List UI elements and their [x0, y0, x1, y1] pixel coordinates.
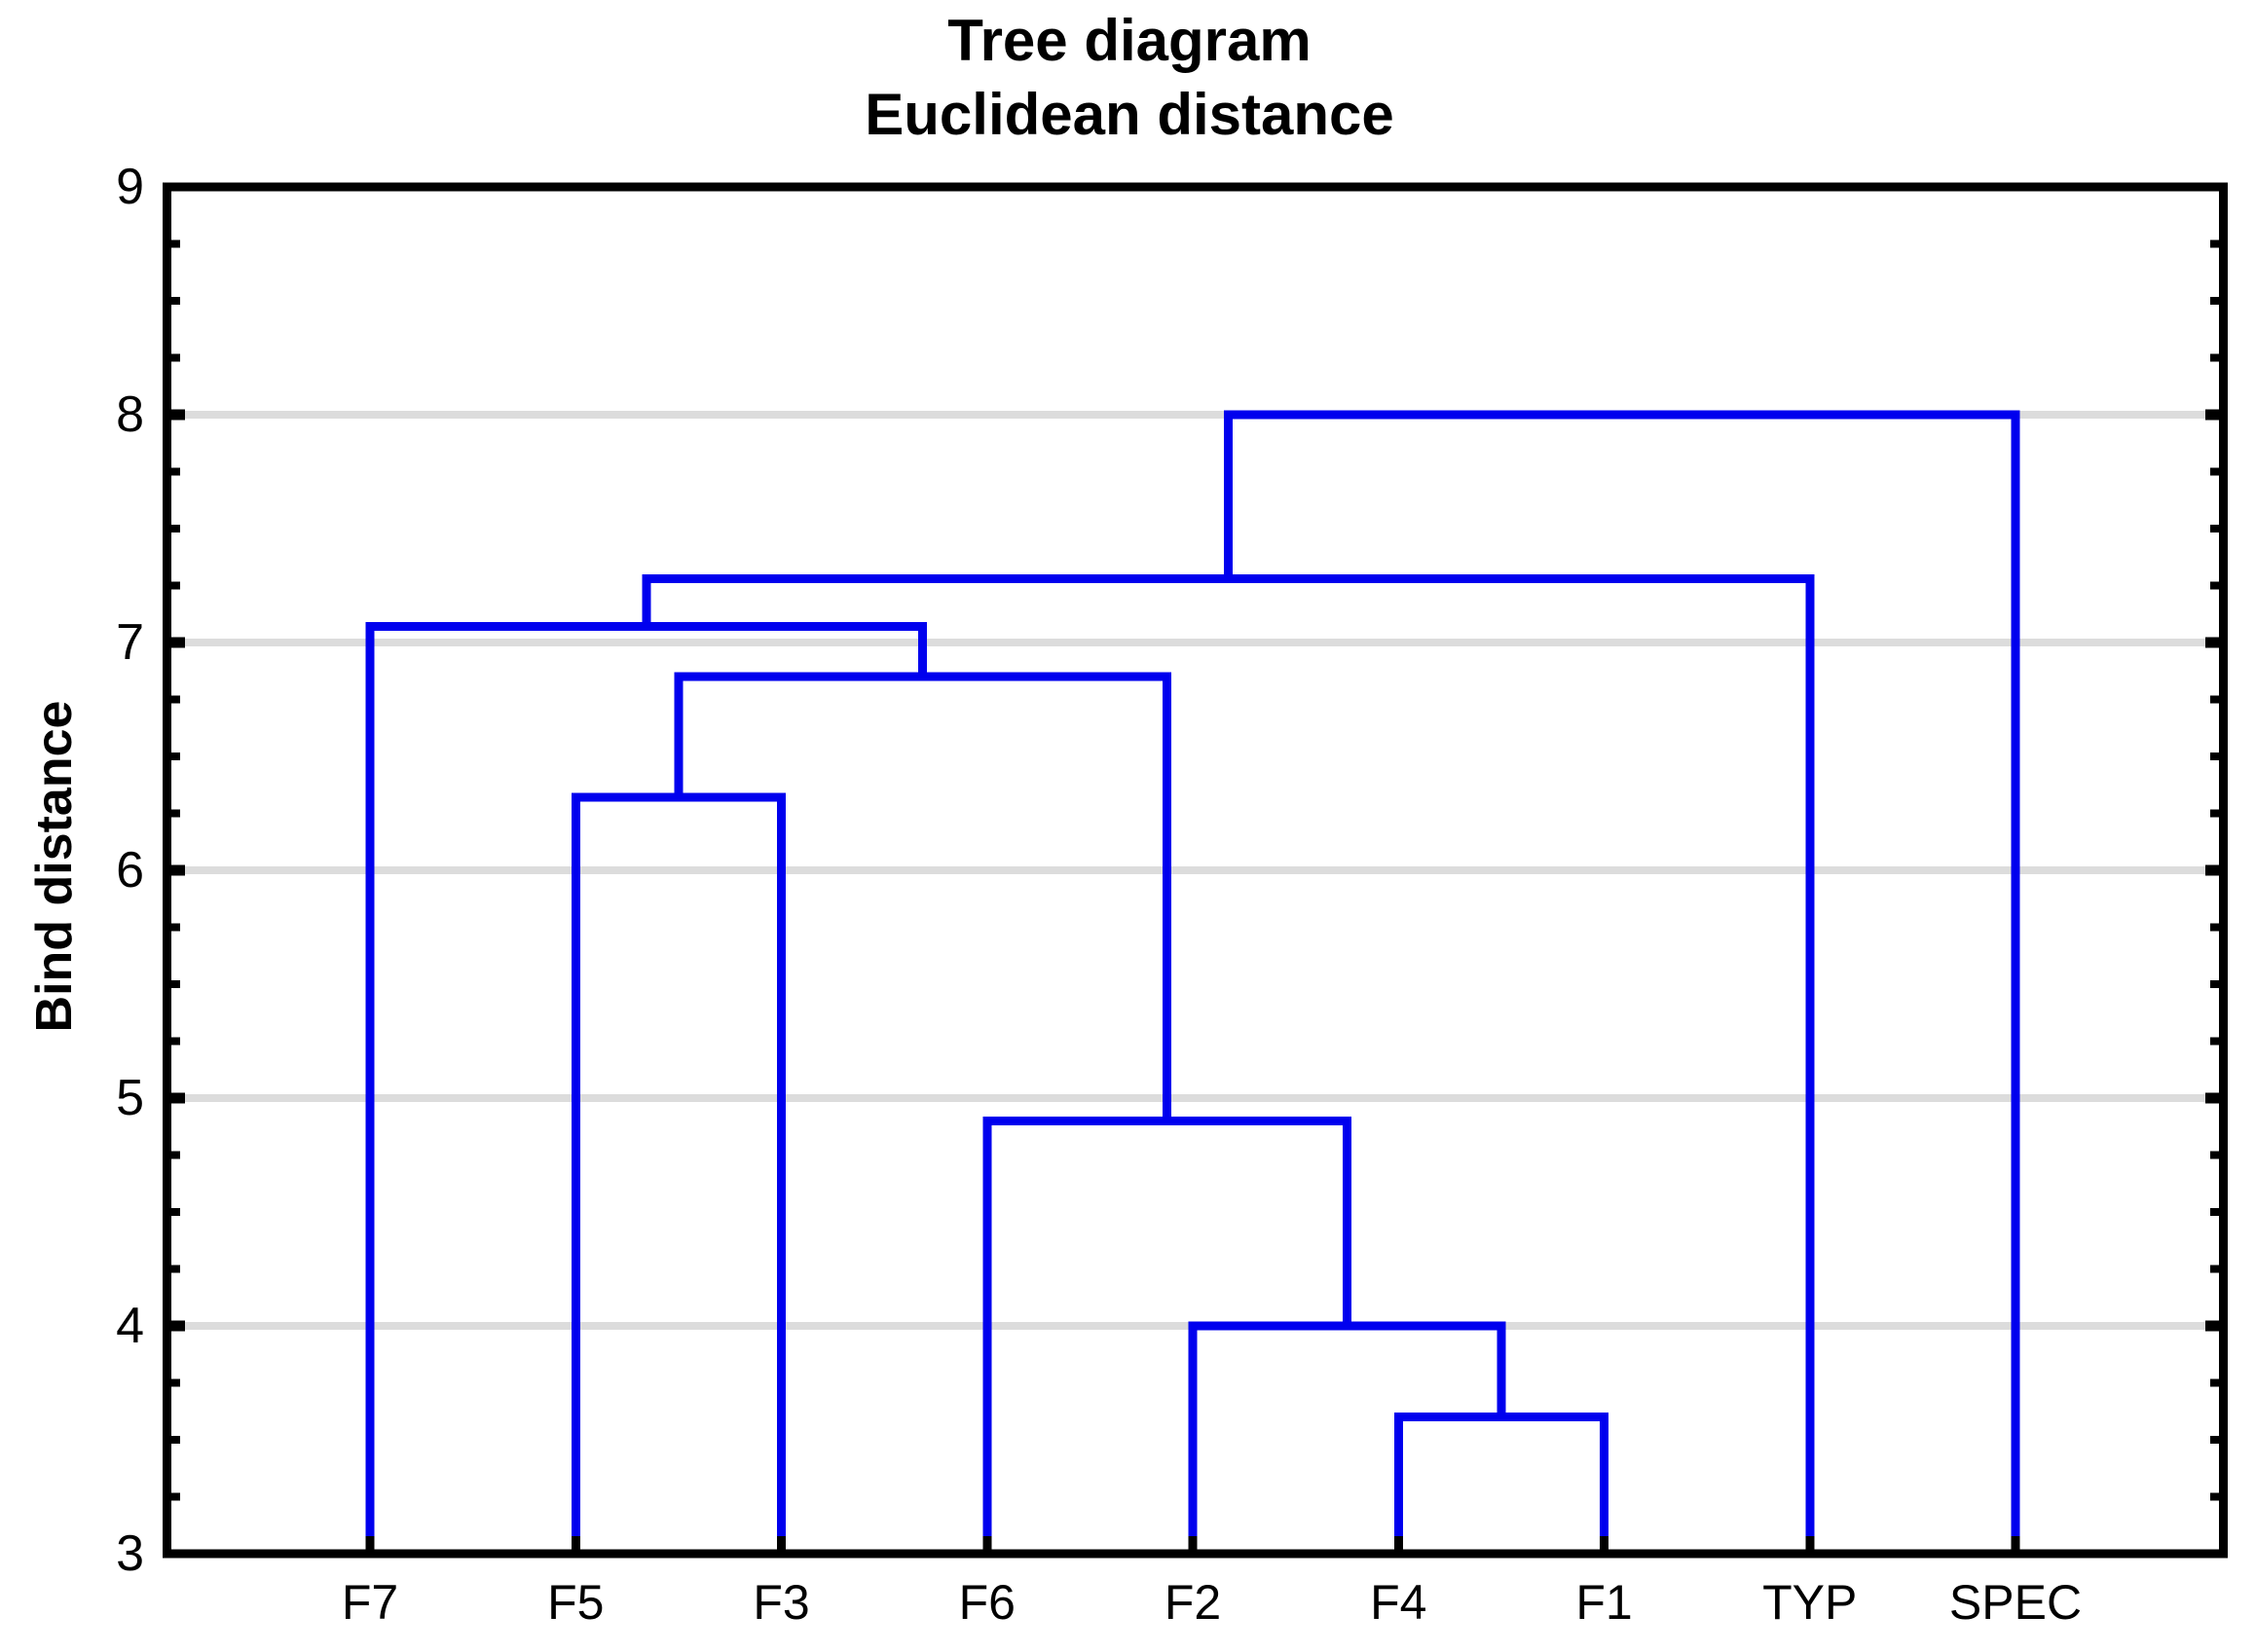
x-leaf-tick	[2011, 1536, 2020, 1554]
y-major-tick-left	[171, 1320, 185, 1332]
y-minor-tick-left	[171, 980, 180, 988]
y-tick-label: 6	[116, 842, 144, 899]
y-tick-label: 3	[116, 1525, 144, 1582]
y-tick-label: 7	[116, 614, 144, 671]
y-tick-label: 8	[116, 386, 144, 443]
leaf-label: F3	[753, 1575, 810, 1630]
y-major-tick-right	[2205, 409, 2219, 421]
y-minor-tick-left	[171, 1378, 180, 1387]
chart-title: Tree diagram	[947, 8, 1312, 73]
y-minor-tick-right	[2210, 1265, 2219, 1273]
y-minor-tick-right	[2210, 297, 2219, 305]
leaf-label: F2	[1164, 1575, 1222, 1630]
leaf-label: F6	[958, 1575, 1016, 1630]
leaf-label: F5	[547, 1575, 605, 1630]
y-major-tick-right	[2205, 864, 2219, 876]
x-leaf-tick	[1393, 1536, 1403, 1554]
y-minor-tick-left	[171, 239, 180, 248]
y-minor-tick-right	[2210, 809, 2219, 818]
y-minor-tick-left	[171, 923, 180, 932]
y-major-tick-right	[2205, 1092, 2219, 1104]
y-minor-tick-right	[2210, 1037, 2219, 1046]
y-minor-tick-right	[2210, 923, 2219, 932]
chart-subtitle: Euclidean distance	[865, 82, 1394, 147]
y-minor-tick-right	[2210, 525, 2219, 532]
y-minor-tick-right	[2210, 239, 2219, 248]
y-major-tick-left	[171, 864, 185, 876]
y-minor-tick-left	[171, 1436, 180, 1444]
y-major-tick-left	[171, 637, 185, 648]
y-tick-label: 9	[116, 159, 144, 215]
x-leaf-tick	[1805, 1536, 1815, 1554]
y-minor-tick-left	[171, 695, 180, 704]
y-minor-tick-right	[2210, 1492, 2219, 1501]
y-minor-tick-left	[171, 467, 180, 476]
leaf-label: SPEC	[1948, 1575, 2083, 1630]
y-major-tick-left	[171, 1092, 185, 1104]
y-minor-tick-right	[2210, 695, 2219, 704]
y-minor-tick-left	[171, 297, 180, 305]
leaf-label: TYP	[1762, 1575, 1858, 1630]
y-minor-tick-left	[171, 809, 180, 818]
y-minor-tick-right	[2210, 581, 2219, 590]
y-minor-tick-left	[171, 1492, 180, 1501]
y-major-tick-right	[2205, 637, 2219, 648]
x-leaf-tick	[365, 1536, 375, 1554]
y-major-tick-left	[171, 409, 185, 421]
y-minor-tick-left	[171, 1037, 180, 1046]
y-minor-tick-left	[171, 753, 180, 760]
y-minor-tick-left	[171, 525, 180, 532]
y-tick-label: 5	[116, 1070, 144, 1126]
x-leaf-tick	[1188, 1536, 1198, 1554]
y-minor-tick-left	[171, 1208, 180, 1216]
x-leaf-tick	[777, 1536, 786, 1554]
x-leaf-tick	[1600, 1536, 1608, 1554]
y-minor-tick-right	[2210, 1208, 2219, 1216]
y-tick-label: 4	[116, 1298, 144, 1354]
y-minor-tick-right	[2210, 753, 2219, 760]
y-minor-tick-right	[2210, 1378, 2219, 1387]
y-minor-tick-right	[2210, 1151, 2219, 1159]
y-minor-tick-left	[171, 353, 180, 362]
leaf-label: F1	[1575, 1575, 1633, 1630]
leaf-label: F4	[1370, 1575, 1427, 1630]
y-minor-tick-left	[171, 1151, 180, 1159]
chart-title-block: Tree diagram Euclidean distance	[545, 4, 1714, 152]
y-minor-tick-left	[171, 581, 180, 590]
leaf-label: F7	[341, 1575, 399, 1630]
y-minor-tick-right	[2210, 980, 2219, 988]
y-minor-tick-right	[2210, 1436, 2219, 1444]
y-minor-tick-left	[171, 1265, 180, 1273]
y-minor-tick-right	[2210, 467, 2219, 476]
x-leaf-tick	[982, 1536, 992, 1554]
y-minor-tick-right	[2210, 353, 2219, 362]
x-leaf-tick	[571, 1536, 580, 1554]
y-major-tick-right	[2205, 1320, 2219, 1332]
